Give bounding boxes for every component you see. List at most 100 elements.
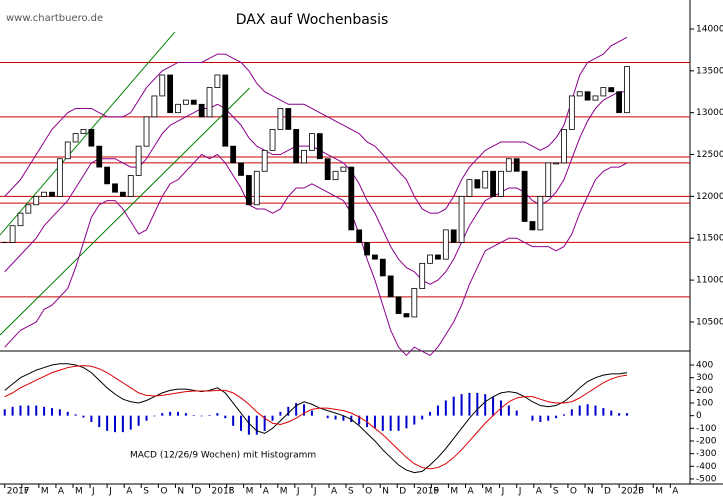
histogram-bar (114, 415, 116, 433)
histogram-bar (19, 405, 22, 416)
candle (529, 221, 536, 231)
candle (119, 191, 126, 197)
histogram-bar (366, 415, 369, 428)
histogram-bar (625, 413, 628, 416)
candle (56, 158, 63, 197)
candle (348, 166, 355, 231)
candle (238, 162, 244, 176)
x-tick-label: A (126, 487, 133, 496)
candle (324, 158, 331, 181)
histogram-bar (295, 403, 298, 416)
candle (135, 145, 142, 176)
candle (9, 225, 16, 243)
x-tick-label: D (604, 487, 611, 496)
candle (182, 99, 189, 105)
x-tick-label: J (296, 487, 300, 496)
x-tick-label: M (655, 487, 663, 496)
histogram-bar (492, 396, 495, 416)
histogram-bar (570, 409, 573, 416)
candle (458, 195, 465, 243)
histogram-bar (74, 414, 77, 416)
x-tick-label: 2020 (621, 487, 644, 496)
bollinger-band (4, 153, 628, 357)
candle (466, 179, 473, 197)
histogram-bar (279, 411, 282, 416)
histogram-bar (358, 415, 361, 425)
histogram-bar (515, 410, 518, 416)
histogram-bar (66, 411, 69, 416)
y-tick-label: 300 (696, 373, 713, 383)
x-tick-label: M (450, 487, 458, 496)
x-tick-label: M (280, 487, 288, 496)
candle (277, 108, 284, 130)
histogram-bar (82, 415, 85, 418)
x-tick-label: F (24, 487, 29, 496)
x-tick-label: S (553, 487, 559, 496)
histogram-bar (373, 415, 376, 429)
x-tick-label: M (485, 487, 493, 496)
candle (175, 103, 181, 114)
candle (537, 195, 544, 231)
candle (403, 313, 410, 318)
candle (151, 95, 158, 118)
candle (435, 254, 441, 260)
candle (198, 103, 205, 118)
candle (190, 99, 197, 105)
histogram-bar (476, 392, 479, 416)
x-tick-label: D (194, 487, 201, 496)
y-tick-label: -300 (696, 449, 717, 459)
candle (395, 296, 402, 314)
candle (167, 74, 174, 114)
histogram-bar (90, 415, 93, 422)
candle (372, 254, 378, 260)
candle (41, 191, 48, 197)
x-tick-label: M (41, 487, 49, 496)
histogram-bar (255, 415, 258, 435)
x-tick-label: A (468, 487, 475, 496)
x-tick-label: D (399, 487, 406, 496)
histogram-bar (137, 415, 140, 426)
x-tick-label: F (229, 487, 234, 496)
x-tick-label: J (501, 487, 505, 496)
y-tick-label: -100 (696, 424, 717, 434)
histogram-bar (444, 400, 447, 416)
histogram-bar (539, 415, 542, 422)
histogram-bar (271, 415, 274, 421)
histogram-bar (507, 405, 510, 416)
x-tick-label: N (382, 487, 389, 496)
candle (269, 129, 276, 151)
histogram-bar (98, 415, 101, 428)
candle (104, 166, 111, 185)
y-tick-label: 10500 (696, 317, 723, 327)
candle (261, 149, 268, 172)
candle (505, 158, 512, 172)
histogram-bar (555, 415, 558, 419)
candle (88, 129, 95, 147)
candle (576, 91, 583, 97)
candle (568, 95, 575, 130)
histogram-bar (192, 415, 195, 416)
candle (293, 129, 300, 164)
histogram-bar (610, 410, 613, 416)
candle (246, 175, 252, 206)
candle (127, 175, 134, 197)
candle (340, 166, 347, 172)
candle (521, 170, 528, 222)
histogram-bar (208, 415, 211, 416)
y-tick-label: 12500 (696, 150, 723, 160)
histogram-bar (43, 406, 46, 416)
histogram-bar (153, 415, 156, 417)
y-tick-label: 100 (696, 399, 713, 409)
histogram-bar (310, 410, 313, 416)
y-tick-label: 11500 (696, 234, 723, 244)
watermark: www.chartbuero.de (6, 13, 103, 24)
candle (222, 74, 229, 147)
y-tick-label: -400 (696, 462, 717, 472)
histogram-bar (334, 415, 337, 420)
histogram-bar (129, 415, 132, 430)
candle (442, 229, 449, 260)
x-tick-label: O (570, 487, 577, 496)
candle (545, 162, 552, 197)
